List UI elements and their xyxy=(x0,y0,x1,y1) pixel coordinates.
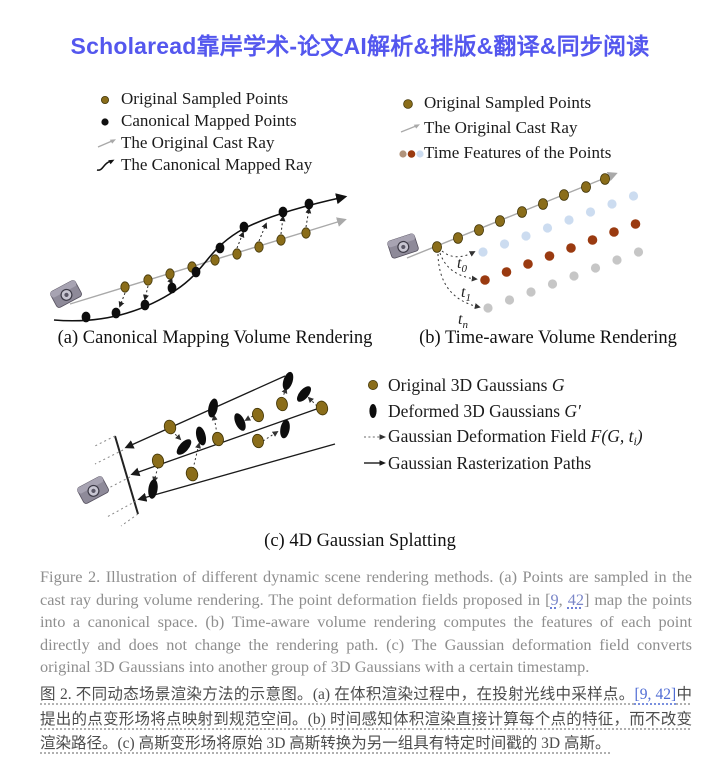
olive-dot-icon xyxy=(368,380,378,390)
time-query-arrows xyxy=(437,250,481,310)
gray-ray-icon xyxy=(97,139,116,148)
legend-item-label: Gaussian Rasterization Paths xyxy=(388,452,592,473)
diagram-canonical-mapping xyxy=(50,193,348,323)
original-cast-ray xyxy=(406,172,618,259)
subcaption-c: (c) 4D Gaussian Splatting xyxy=(264,531,456,551)
time-label-t1: t1 xyxy=(461,284,471,304)
gray-ray-icon xyxy=(400,123,420,133)
rasterization-paths xyxy=(124,375,336,502)
canonical-mapped-points xyxy=(81,198,314,323)
time-label-tn: tn xyxy=(458,311,468,331)
caption-text-zh: 中提出的点变形场将点映射到规范空间。(b) 时间感知体积渲染直接计算每个点的特征… xyxy=(40,686,692,752)
olive-dot-icon xyxy=(403,98,413,109)
legend-item: Gaussian Deformation Field F(G, ti) xyxy=(362,424,643,450)
legend-item-label: Original Sampled Points xyxy=(424,92,592,112)
legend-item: Original 3D Gaussians G xyxy=(362,372,643,398)
time-feature-row-t1 xyxy=(480,219,641,285)
legend-item-label: The Canonical Mapped Ray xyxy=(121,155,313,174)
caption-text-zh: 图 2. 不同动态场景渲染方法的示意图。(a) 在体积渲染过程中，在投射光线中采… xyxy=(40,686,635,703)
reference-link-42[interactable]: 42 xyxy=(567,589,584,609)
legend-item-label: Gaussian Deformation Field F(G, ti) xyxy=(388,425,643,448)
original-cast-ray xyxy=(69,217,347,305)
legend-item-label: Original 3D Gaussians G xyxy=(388,374,565,395)
legend-item-label: The Original Cast Ray xyxy=(424,117,578,137)
mapping-arrows xyxy=(118,207,312,308)
legend-panel-c: Original 3D Gaussians G Deformed 3D Gaus… xyxy=(362,372,643,476)
canonical-mapped-ray xyxy=(53,193,348,322)
legend-item: The Canonical Mapped Ray xyxy=(95,154,312,176)
image-plane xyxy=(94,435,139,527)
legend-item-label: Time Features of the Points xyxy=(424,142,612,162)
time-feature-row-tn xyxy=(483,247,644,313)
reference-link-zh[interactable]: [9, 42] xyxy=(634,686,677,703)
dashed-arrow-icon xyxy=(364,434,386,440)
original-sampled-points xyxy=(432,173,610,253)
legend-item: Original Sampled Points xyxy=(398,90,611,115)
legend-item: Gaussian Rasterization Paths xyxy=(362,450,643,476)
legend-item: Deformed 3D Gaussians G′ xyxy=(362,398,643,424)
reference-link-9[interactable]: 9 xyxy=(550,589,559,609)
deformation-field-arrows xyxy=(152,387,318,483)
figure-caption-en: Figure 2. Illustration of different dyna… xyxy=(40,566,692,679)
caption-text: ] map the points into a canonical space.… xyxy=(40,589,693,677)
diagram-4d-gaussian-splatting xyxy=(77,371,336,527)
legend-item: The Original Cast Ray xyxy=(95,132,312,154)
legend-item-label: Deformed 3D Gaussians G′ xyxy=(388,400,581,421)
camera-icon xyxy=(77,476,109,504)
app-title: Scholaread靠岸学术-论文AI解析&排版&翻译&同步阅读 xyxy=(70,33,650,59)
diagram-time-aware: t0 t1 tn xyxy=(387,172,644,331)
legend-item-label: The Original Cast Ray xyxy=(121,133,275,152)
time-label-t0: t0 xyxy=(457,255,467,275)
subcaption-b: (b) Time-aware Volume Rendering xyxy=(419,328,677,348)
curved-ray-icon xyxy=(96,159,115,171)
deformed-3d-gaussians xyxy=(148,371,311,499)
caption-text: Figure 2. Illustration of different dyna… xyxy=(40,567,692,609)
figure-caption-zh: 图 2. 不同动态场景渲染方法的示意图。(a) 在体积渲染过程中，在投射光线中采… xyxy=(40,683,692,757)
camera-icon xyxy=(387,233,419,259)
subcaption-a: (a) Canonical Mapping Volume Rendering xyxy=(57,328,373,348)
legend-panel-a: Original Sampled Points Canonical Mapped… xyxy=(95,88,312,176)
time-feature-dots-icon xyxy=(399,149,424,158)
time-feature-row-t0 xyxy=(478,191,639,257)
solid-arrow-icon xyxy=(364,460,386,466)
legend-item: Time Features of the Points xyxy=(398,140,611,165)
legend-item-label: Original Sampled Points xyxy=(121,89,289,108)
camera-icon xyxy=(50,280,82,308)
olive-dot-icon xyxy=(101,96,109,104)
legend-panel-b: Original Sampled Points The Original Cas… xyxy=(398,90,611,165)
black-dot-icon xyxy=(101,118,109,126)
legend-item: The Original Cast Ray xyxy=(398,115,611,140)
original-sampled-points xyxy=(120,227,311,293)
caption-text: , xyxy=(558,589,568,609)
legend-item: Original Sampled Points xyxy=(95,88,312,110)
original-3d-gaussians xyxy=(151,396,329,482)
legend-item: Canonical Mapped Points xyxy=(95,110,312,132)
legend-item-label: Canonical Mapped Points xyxy=(121,111,297,130)
black-ellipse-icon xyxy=(369,404,377,418)
